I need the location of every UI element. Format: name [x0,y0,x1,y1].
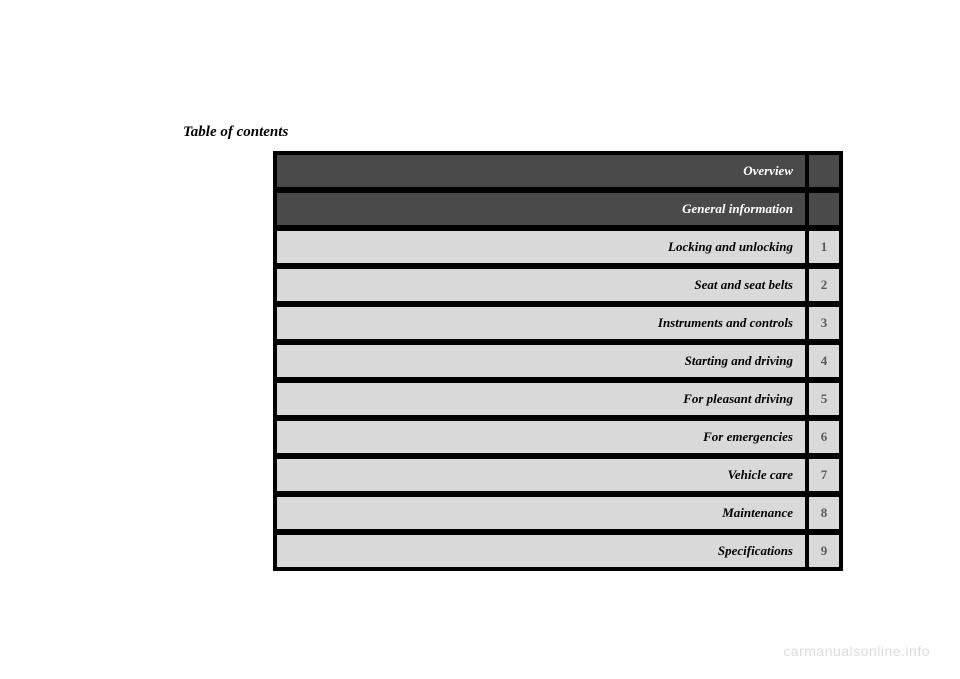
toc-row-label: Starting and driving [277,345,805,377]
toc-row[interactable]: Instruments and controls3 [277,307,839,339]
toc-row-number: 6 [809,421,839,453]
toc-row-number: 8 [809,497,839,529]
toc-row[interactable]: Maintenance8 [277,497,839,529]
toc-row-label: For pleasant driving [277,383,805,415]
toc-title: Table of contents [183,124,843,141]
toc-row-number: 1 [809,231,839,263]
toc-row-label: Locking and unlocking [277,231,805,263]
toc-row-number [809,193,839,225]
toc-row-number: 2 [809,269,839,301]
toc-row-number: 5 [809,383,839,415]
toc-row-number: 9 [809,535,839,567]
toc-row[interactable]: Specifications9 [277,535,839,567]
toc-row-number: 7 [809,459,839,491]
toc-row[interactable]: For emergencies6 [277,421,839,453]
page-container: Table of contents Overview General inform… [183,124,843,571]
toc-row-label: Instruments and controls [277,307,805,339]
toc-row[interactable]: For pleasant driving5 [277,383,839,415]
toc-row[interactable]: Locking and unlocking1 [277,231,839,263]
toc-row-number: 4 [809,345,839,377]
toc-row-label: Vehicle care [277,459,805,491]
toc-row-number: 3 [809,307,839,339]
toc-table: Overview General information Locking and u… [273,151,843,571]
toc-row-label: Maintenance [277,497,805,529]
toc-row-label: General information [277,193,805,225]
toc-row[interactable]: General information [277,193,839,225]
toc-row[interactable]: Overview [277,155,839,187]
toc-row-label: Seat and seat belts [277,269,805,301]
watermark: carmanualsonline.info [783,643,930,659]
toc-row-label: For emergencies [277,421,805,453]
toc-row[interactable]: Vehicle care7 [277,459,839,491]
toc-row[interactable]: Seat and seat belts2 [277,269,839,301]
toc-row[interactable]: Starting and driving4 [277,345,839,377]
toc-row-label: Overview [277,155,805,187]
toc-row-number [809,155,839,187]
toc-row-label: Specifications [277,535,805,567]
